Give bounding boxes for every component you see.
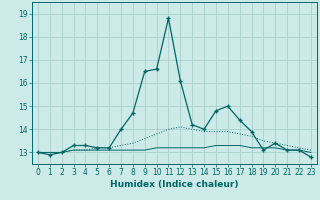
X-axis label: Humidex (Indice chaleur): Humidex (Indice chaleur) [110,180,239,189]
